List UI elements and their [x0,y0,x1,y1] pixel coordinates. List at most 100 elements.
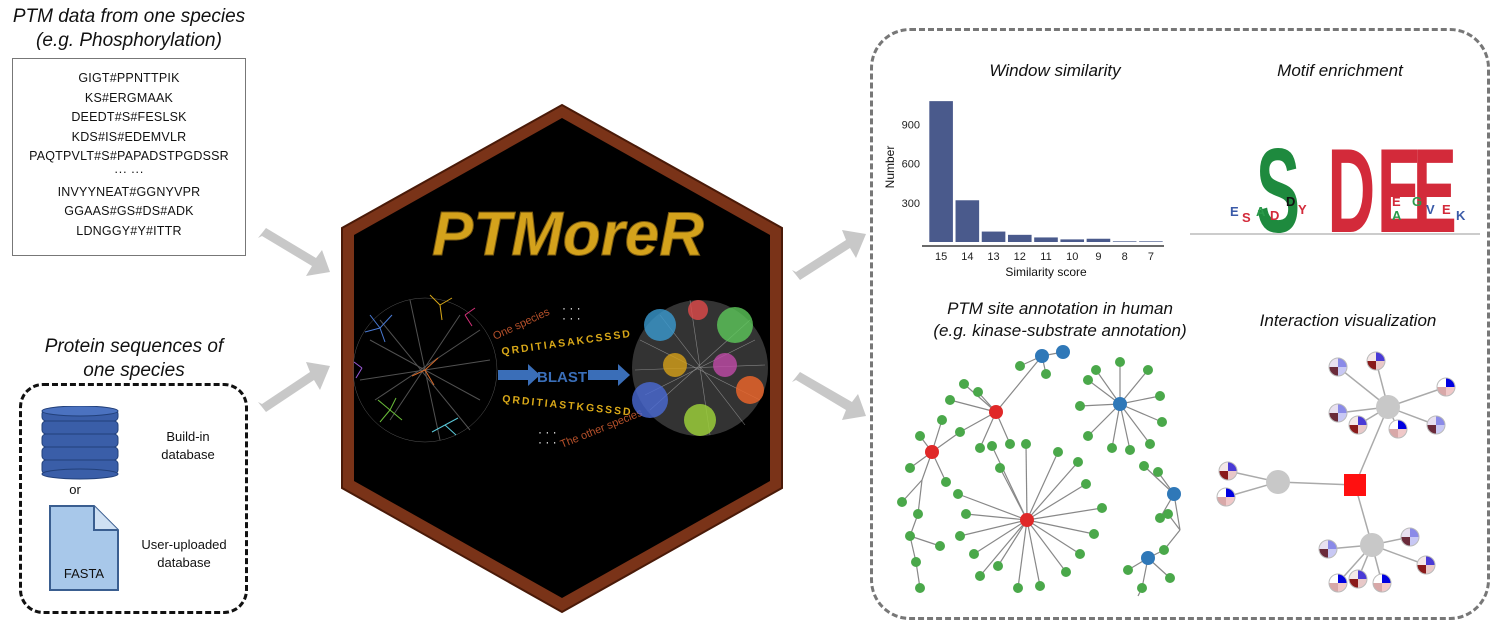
svg-text:D: D [1270,208,1279,223]
sequence-line: KS#ERGMAAK [84,90,174,105]
build-in-db-line1: Build-in [166,429,210,444]
annotation-title-line2: (e.g. kinase-substrate annotation) [933,321,1187,340]
sequence-box: GIGT#PPNTTPIK KS#ERGMAAK DEEDT#S#FESLSK KDS… [12,58,246,256]
substrate-node [995,463,1005,473]
window-similarity-title: Window similarity [989,61,1121,80]
pie-node [1366,351,1386,371]
substrate-node [1075,549,1085,559]
pie-node [1328,403,1348,423]
user-db-label: User-uploaded database [122,536,246,572]
y-axis-label: Number [883,146,897,189]
sequence-line: GIGT#PPNTTPIK [78,71,180,85]
substrate-node [1013,583,1023,593]
dots-top: · · · [562,301,581,315]
substrate-node [1081,479,1091,489]
pie-node [1218,461,1238,481]
fasta-file-icon: FASTA [49,505,119,591]
pie-node [1328,357,1348,377]
ptm-data-title-line2: (e.g. Phosphorylation) [36,30,222,51]
annotation-title: PTM site annotation in human (e.g. kinas… [900,298,1220,342]
interaction-hub-square [1344,474,1366,496]
network-edge [1025,443,1028,521]
right-network [632,299,768,436]
x-tick-label: 10 [1066,251,1078,263]
svg-text:G: G [1412,194,1422,209]
bar [1060,239,1085,242]
network-edge [1026,519,1041,587]
user-db-line1: User-uploaded [141,537,227,552]
build-in-db-line2: database [161,447,215,462]
annotation-title-line1: PTM site annotation in human [947,299,1173,318]
arrow-out-down [792,372,866,420]
blast-arrow-right [588,364,630,386]
protein-seq-title: Protein sequences of one species [0,335,268,383]
svg-text:D: D [1286,194,1295,209]
bar [1086,238,1111,242]
x-tick-label: 12 [1014,251,1026,263]
bar [1007,234,1032,242]
protein-seq-title-line1: Protein sequences of [44,336,224,357]
pie-node [1400,527,1420,547]
svg-text:E: E [1392,194,1401,209]
bar [1139,241,1163,242]
sequence-line: PAQTPVLT#S#PAPADSTPGDSSR [29,149,229,163]
window-similarity-chart: 15 14 13 12 11 10 9 8 7 300 600 900 Similarity score… [883,101,1164,279]
bar [1034,237,1058,242]
arrow-right-down [258,228,330,276]
sequence-line: DEEDT#S#FESLSK [71,110,187,124]
network-edge [1026,519,1095,535]
arrow-out-up [792,230,866,280]
sequence-line: LDNGGY#Y#ITTR [76,223,182,238]
dots-bottom-2: · · · [538,435,557,449]
substrate-node [961,509,971,519]
svg-text:K: K [1456,208,1466,223]
pie-node [1416,555,1436,575]
interaction-network [1216,351,1456,593]
pie-node [1436,377,1456,397]
network-edge [1026,451,1059,521]
bar [955,200,980,242]
substrate-node [993,561,1003,571]
pie-node [1348,569,1368,589]
network-edge [979,519,1028,577]
substrate-node [1073,457,1083,467]
bar [1112,241,1137,242]
x-tick-label: 14 [961,251,973,263]
blast-label: BLAST [537,369,587,386]
database-icon [41,406,119,480]
substrate-node [1089,529,1099,539]
network-edge [1017,519,1028,589]
substrate-node [1097,503,1107,513]
x-tick-label: 13 [987,251,999,263]
interaction-title: Interaction visualization [1259,311,1437,330]
sequence-list: GIGT#PPNTTPIK KS#ERGMAAK DEEDT#S#FESLSK KDS… [13,59,245,241]
x-axis-label: Similarity score [1005,265,1087,279]
sequence-line: INVYYNEAT#GGNYVPR [57,184,201,199]
svg-text:A: A [1256,204,1266,219]
substrate-node [975,571,985,581]
motif-letter-d: D [1328,123,1376,246]
substrate-node [1035,581,1045,591]
arrow-right-up [258,362,330,412]
svg-text:A: A [1392,208,1402,223]
substrate-node [969,549,979,559]
x-tick-label: 8 [1122,251,1128,263]
substrate-node [987,441,997,451]
substrate-node [955,531,965,541]
bar [929,101,953,242]
kinase-substrate-network [897,345,1181,597]
x-tick-label: 11 [1040,251,1051,263]
network-edge [965,513,1028,521]
left-network [352,294,498,443]
svg-text:E: E [1442,202,1451,217]
network-edge [1026,519,1081,555]
svg-text:Y: Y [1298,202,1307,217]
x-tick-label: 7 [1148,251,1154,263]
pie-node [1372,573,1392,593]
motif-letter-f: E [1413,123,1457,246]
build-in-db-label: Build-in database [148,428,228,464]
substrate-node [1061,567,1071,577]
pie-node [1426,415,1446,435]
svg-text:E: E [1230,204,1239,219]
